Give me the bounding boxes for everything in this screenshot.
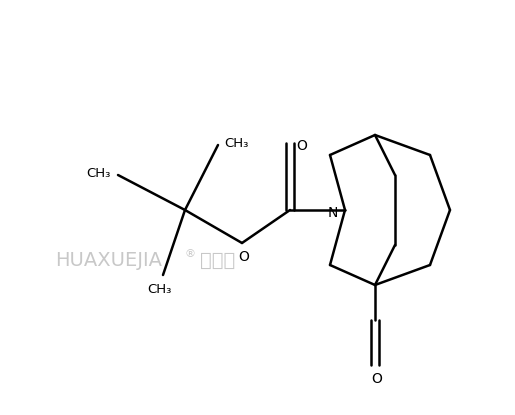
Text: 化学加: 化学加: [200, 251, 235, 269]
Text: HUAXUEJIA: HUAXUEJIA: [55, 251, 162, 269]
Text: O: O: [238, 250, 249, 264]
Text: CH₃: CH₃: [86, 166, 110, 180]
Text: CH₃: CH₃: [147, 283, 171, 295]
Text: CH₃: CH₃: [224, 137, 248, 149]
Text: ®: ®: [185, 249, 196, 259]
Text: O: O: [297, 139, 307, 153]
Text: O: O: [371, 372, 383, 386]
Text: N: N: [328, 206, 338, 220]
